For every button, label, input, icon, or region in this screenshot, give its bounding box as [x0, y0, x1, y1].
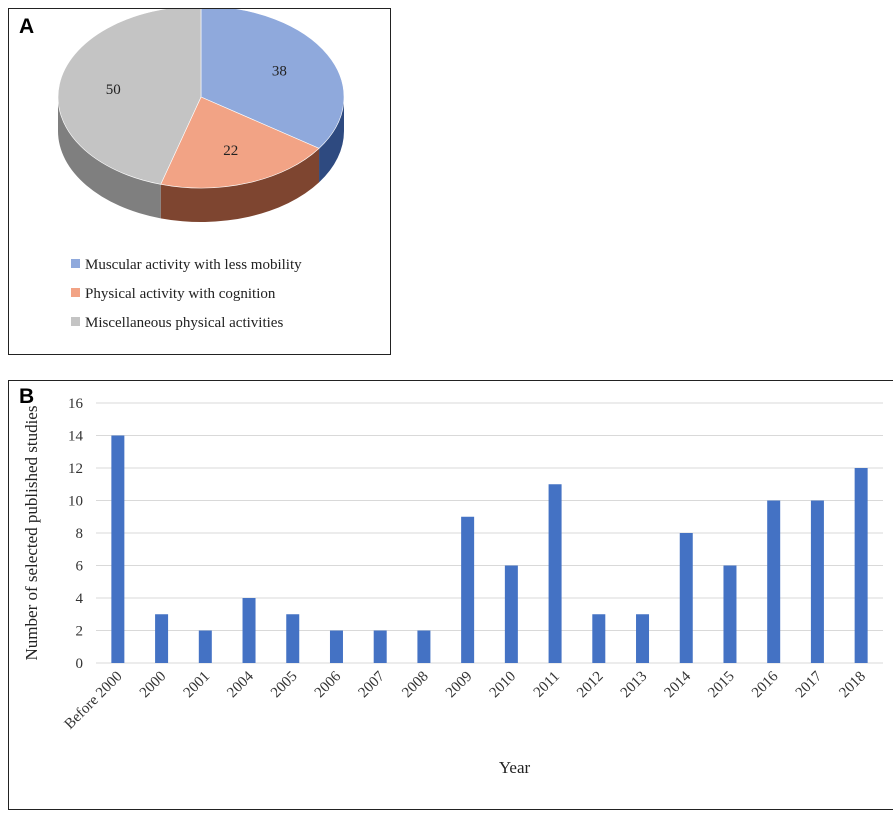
- y-tick-label: 0: [76, 656, 84, 672]
- x-tick-label: 2015: [705, 669, 738, 702]
- x-tick-label: 2006: [312, 668, 345, 701]
- x-axis-title: Year: [499, 758, 531, 777]
- x-tick-label: 2001: [181, 669, 214, 702]
- x-tick-label: 2007: [355, 668, 388, 701]
- pie-data-label-2: 50: [106, 82, 121, 98]
- x-tick-label: 2010: [487, 669, 520, 702]
- bar: [198, 630, 212, 663]
- x-tick-label: 2004: [224, 668, 257, 701]
- x-tick-label: 2009: [443, 669, 476, 702]
- y-tick-label: 10: [68, 494, 83, 510]
- bar: [592, 614, 606, 663]
- bar: [461, 516, 475, 663]
- y-tick-label: 2: [76, 624, 84, 640]
- bar: [329, 630, 343, 663]
- pie-side-0: [319, 97, 344, 183]
- bar: [723, 565, 737, 663]
- legend-swatch-0: [71, 259, 80, 268]
- y-tick-label: 16: [68, 396, 84, 412]
- pie-slice-2: [57, 5, 202, 185]
- x-tick-label: Before 2000: [62, 669, 126, 733]
- pie-slice-0: [200, 5, 345, 149]
- pie-side-1: [160, 148, 320, 222]
- legend-swatch-2: [71, 317, 80, 326]
- bar: [286, 614, 300, 663]
- bar: [810, 500, 824, 663]
- y-tick-label: 8: [76, 526, 84, 542]
- bar: [155, 614, 169, 663]
- bar: [373, 630, 387, 663]
- bar: [111, 435, 125, 663]
- x-tick-label: 2000: [137, 669, 170, 702]
- panel-a-label: A: [19, 15, 35, 38]
- x-tick-label: 2008: [399, 669, 432, 702]
- bar: [854, 468, 868, 663]
- x-tick-label: 2014: [662, 668, 695, 701]
- bar: [767, 500, 781, 663]
- bar: [242, 598, 256, 663]
- pie-slice-1: [160, 96, 320, 189]
- legend-label-2: Miscellaneous physical activities: [85, 315, 283, 331]
- y-tick-label: 14: [68, 429, 84, 445]
- x-tick-label: 2013: [618, 669, 651, 702]
- bar: [636, 614, 650, 663]
- y-tick-label: 4: [76, 591, 84, 607]
- y-tick-label: 6: [76, 559, 84, 575]
- x-tick-label: 2018: [836, 669, 869, 702]
- legend-swatch-1: [71, 288, 80, 297]
- bar-chart: 0 2 4 6 8 10 12 14 16 Before 2000 2000 2001 2004 2005…: [22, 396, 883, 777]
- panel-b-label: B: [19, 385, 35, 408]
- bar: [679, 533, 693, 663]
- pie-data-label-1: 22: [223, 143, 238, 159]
- pie-data-label-0: 38: [272, 64, 287, 80]
- y-axis-title: Number of selected published studies: [22, 406, 41, 661]
- pie-side-2: [58, 97, 161, 219]
- x-tick-label: 2016: [749, 668, 782, 701]
- panel-b: B 0 2 4 6 8 10 12 14 16 Before 2000 2000 2001 2004 20…: [8, 380, 893, 810]
- bar: [417, 630, 431, 663]
- pie-chart: 38 22 50 Muscular activity with less mobili…: [57, 5, 345, 331]
- x-tick-label: 2012: [574, 669, 607, 702]
- bar: [504, 565, 518, 663]
- legend-label-0: Muscular activity with less mobility: [85, 257, 302, 273]
- x-tick-label: 2011: [531, 669, 563, 701]
- legend-label-1: Physical activity with cognition: [85, 286, 276, 302]
- bar: [548, 484, 562, 663]
- y-tick-label: 12: [68, 461, 83, 477]
- x-tick-label: 2005: [268, 669, 301, 702]
- x-tick-label: 2017: [793, 668, 826, 701]
- panel-a: A 38 22 50 Muscular activity with less mobi…: [8, 5, 391, 355]
